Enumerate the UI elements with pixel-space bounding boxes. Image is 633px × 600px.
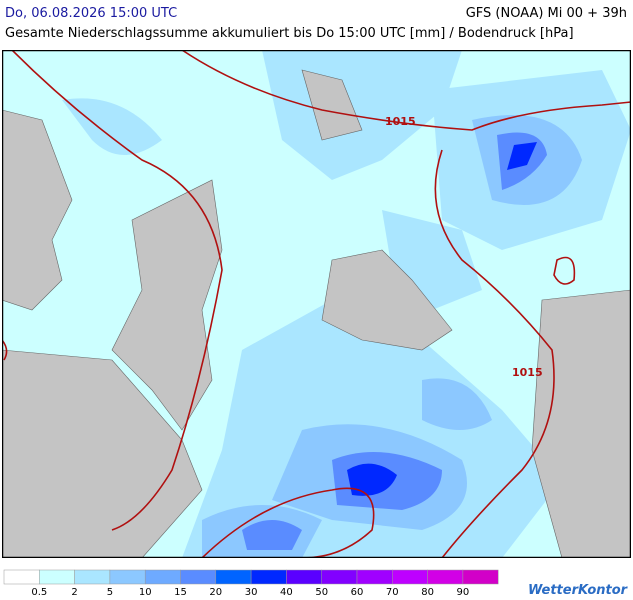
legend-swatch [321, 569, 358, 585]
land-outside [2, 69, 631, 558]
map: 1015 1015 [2, 50, 631, 558]
legend-swatch [462, 569, 499, 585]
legend-swatch [74, 569, 111, 585]
legend-swatch [144, 569, 181, 585]
map-frame [2, 50, 631, 558]
isobar-label: 1015 [385, 115, 416, 128]
legend-swatch [3, 569, 40, 585]
legend-swatch [427, 569, 464, 585]
legend-label: 60 [351, 587, 364, 598]
isobar-label: 1015 [512, 366, 543, 379]
legend-label: 40 [280, 587, 293, 598]
legend-swatch [356, 569, 393, 585]
legend-swatch [392, 569, 428, 585]
legend-label: 0.5 [31, 587, 47, 598]
legend-swatch [286, 569, 322, 585]
legend-label: 50 [315, 587, 328, 598]
legend-label: 5 [107, 587, 113, 598]
precip-intense [347, 142, 537, 496]
legend-swatch [250, 569, 287, 585]
legend-label: 80 [421, 587, 434, 598]
legend-label: 20 [209, 587, 222, 598]
subtitle: Gesamte Niederschlagssumme akkumuliert b… [5, 26, 574, 41]
model-title: GFS (NOAA) Mi 00 + 39h [465, 6, 627, 21]
legend-label: 15 [174, 587, 187, 598]
legend: 0.5 2 5 10 15 20 30 40 50 60 70 80 90 [3, 569, 499, 598]
isobars [2, 50, 631, 558]
legend-swatch [39, 569, 75, 585]
legend-label: 90 [457, 587, 470, 598]
legend-swatch [215, 569, 252, 585]
logo: WetterKontor [528, 583, 628, 598]
date-title: Do, 06.08.2026 15:00 UTC [5, 6, 178, 21]
legend-label: 30 [245, 587, 258, 598]
legend-swatch [109, 569, 146, 585]
legend-label: 2 [71, 587, 77, 598]
legend-swatch [180, 569, 217, 585]
legend-label: 70 [386, 587, 399, 598]
legend-label: 10 [139, 587, 152, 598]
